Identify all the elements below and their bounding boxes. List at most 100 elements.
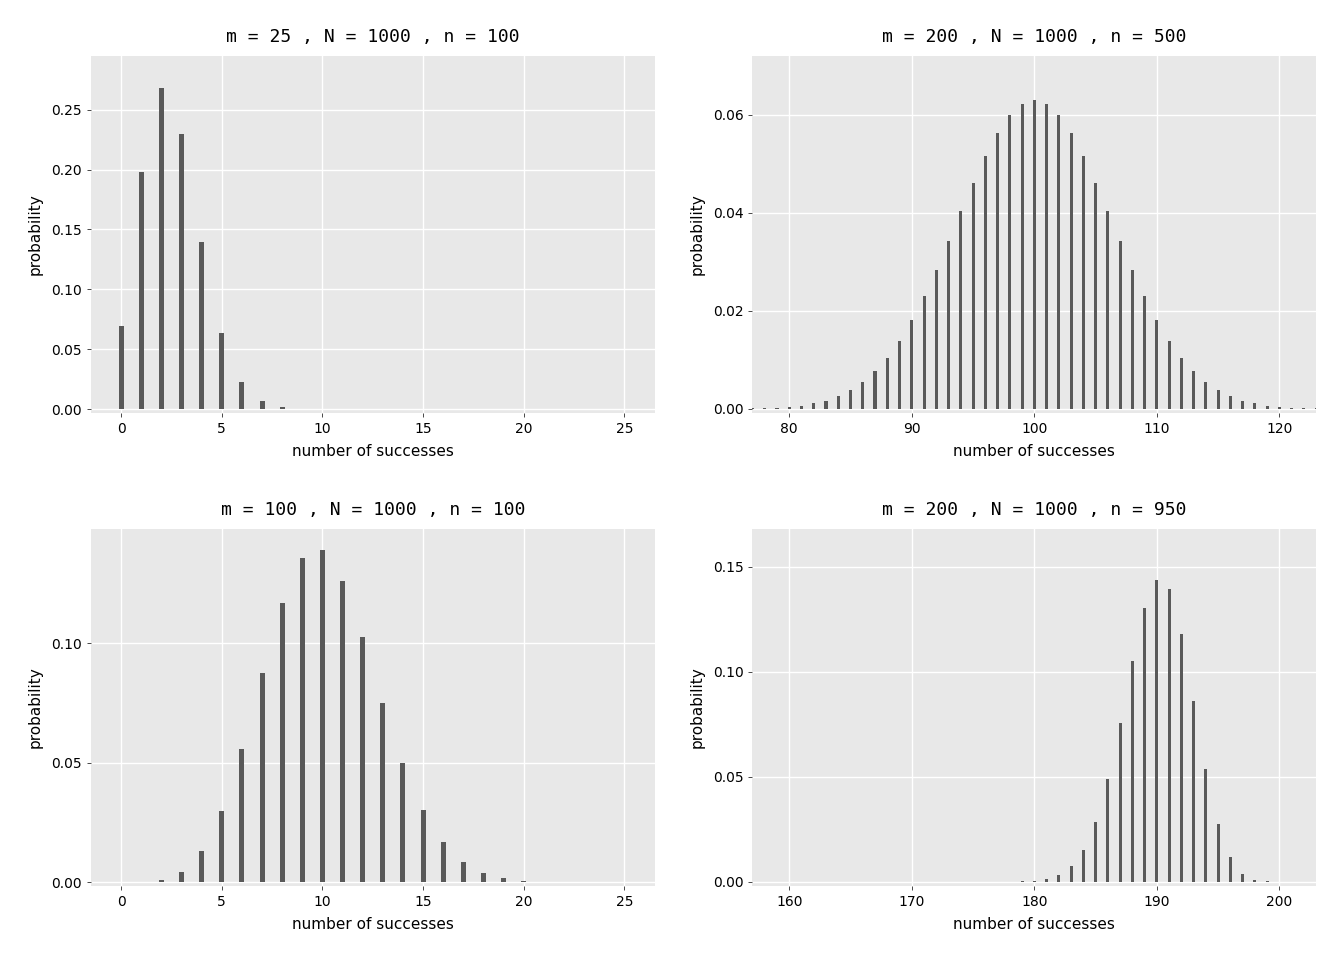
Bar — [1058, 875, 1060, 881]
Bar — [1046, 879, 1048, 881]
Y-axis label: probability: probability — [689, 666, 704, 748]
Bar — [800, 405, 802, 409]
Bar — [812, 403, 816, 409]
Bar — [219, 811, 224, 882]
Bar — [984, 156, 986, 409]
Bar — [320, 550, 325, 882]
Bar — [521, 880, 527, 882]
Bar — [1192, 372, 1195, 409]
Bar — [199, 242, 204, 409]
X-axis label: number of successes: number of successes — [953, 917, 1116, 932]
Bar — [481, 873, 487, 882]
Bar — [239, 382, 245, 409]
Bar — [1180, 357, 1183, 409]
Bar — [1278, 407, 1281, 409]
Bar — [935, 270, 938, 409]
Bar — [1180, 634, 1183, 881]
Bar — [401, 763, 406, 882]
Bar — [259, 401, 265, 409]
Bar — [1032, 100, 1036, 409]
Bar — [1266, 405, 1269, 409]
Bar — [1130, 270, 1134, 409]
Bar — [199, 851, 204, 882]
Bar — [874, 372, 876, 409]
Title: m = 25 , N = 1000 , n = 100: m = 25 , N = 1000 , n = 100 — [226, 28, 520, 46]
X-axis label: number of successes: number of successes — [292, 444, 454, 459]
Bar — [898, 341, 900, 409]
Bar — [1204, 769, 1207, 881]
Bar — [259, 674, 265, 882]
Bar — [1130, 661, 1134, 881]
Bar — [922, 297, 926, 409]
Bar — [849, 391, 852, 409]
Bar — [501, 878, 507, 882]
Bar — [1106, 211, 1109, 409]
X-axis label: number of successes: number of successes — [292, 917, 454, 932]
Y-axis label: probability: probability — [28, 193, 43, 276]
Title: m = 100 , N = 1000 , n = 100: m = 100 , N = 1000 , n = 100 — [220, 501, 526, 518]
Bar — [948, 241, 950, 409]
Bar — [1228, 396, 1232, 409]
Bar — [421, 810, 426, 882]
Bar — [1082, 850, 1085, 881]
Bar — [824, 400, 828, 409]
Bar — [910, 320, 914, 409]
Bar — [1216, 824, 1220, 881]
Bar — [1241, 874, 1245, 881]
Bar — [1020, 104, 1024, 409]
Title: m = 200 , N = 1000 , n = 500: m = 200 , N = 1000 , n = 500 — [882, 28, 1187, 46]
Bar — [1118, 241, 1122, 409]
Bar — [1254, 403, 1257, 409]
Bar — [1118, 723, 1122, 881]
Bar — [1216, 391, 1220, 409]
Bar — [1070, 867, 1073, 881]
Y-axis label: probability: probability — [28, 666, 43, 748]
Bar — [1032, 880, 1036, 881]
Bar — [1008, 115, 1012, 409]
Bar — [1228, 857, 1232, 881]
Bar — [239, 749, 245, 882]
Bar — [1290, 408, 1293, 409]
X-axis label: number of successes: number of successes — [953, 444, 1116, 459]
Bar — [340, 581, 345, 882]
Bar — [300, 558, 305, 882]
Bar — [1144, 608, 1146, 881]
Bar — [1168, 341, 1171, 409]
Bar — [159, 87, 164, 409]
Bar — [1058, 115, 1060, 409]
Bar — [862, 382, 864, 409]
Bar — [159, 879, 164, 882]
Bar — [996, 132, 999, 409]
Bar — [1204, 382, 1207, 409]
Bar — [960, 211, 962, 409]
Bar — [1046, 104, 1048, 409]
Bar — [775, 408, 778, 409]
Bar — [788, 407, 790, 409]
Bar — [1168, 589, 1171, 881]
Bar — [972, 182, 974, 409]
Bar — [360, 637, 366, 882]
Bar — [280, 407, 285, 409]
Bar — [179, 134, 184, 409]
Bar — [280, 603, 285, 882]
Bar — [1156, 580, 1159, 881]
Bar — [1254, 879, 1257, 881]
Y-axis label: probability: probability — [689, 193, 704, 276]
Bar — [1156, 320, 1159, 409]
Bar — [1094, 182, 1097, 409]
Bar — [380, 703, 386, 882]
Bar — [1106, 779, 1109, 881]
Title: m = 200 , N = 1000 , n = 950: m = 200 , N = 1000 , n = 950 — [882, 501, 1187, 518]
Bar — [1192, 701, 1195, 881]
Bar — [837, 396, 840, 409]
Bar — [179, 872, 184, 882]
Bar — [441, 842, 446, 882]
Bar — [886, 357, 888, 409]
Bar — [1241, 400, 1245, 409]
Bar — [219, 333, 224, 409]
Bar — [118, 326, 124, 409]
Bar — [138, 172, 144, 409]
Bar — [1082, 156, 1085, 409]
Bar — [461, 862, 466, 882]
Bar — [1144, 297, 1146, 409]
